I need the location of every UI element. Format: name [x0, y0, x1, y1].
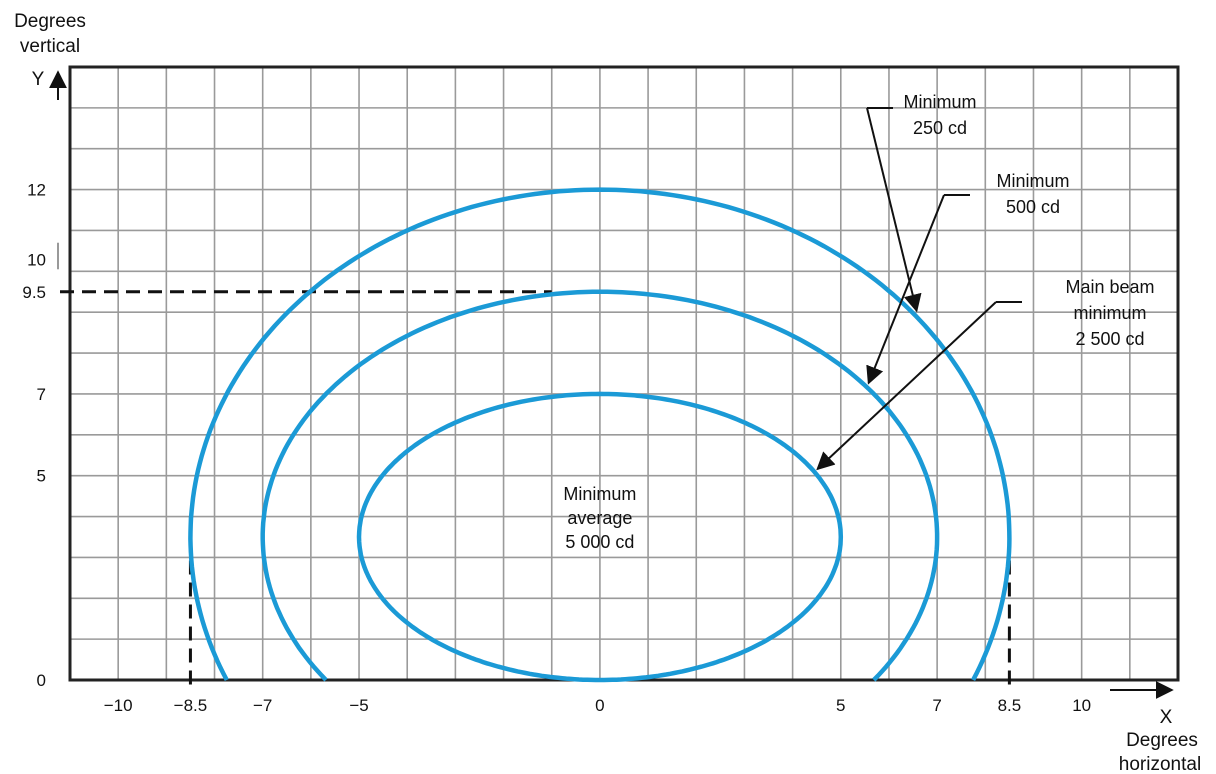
- label-min-500-line-2: 500 cd: [1006, 197, 1060, 217]
- x-tick-label: 0: [595, 696, 604, 715]
- x-tick-label: −10: [104, 696, 133, 715]
- y-axis-title-line-1: Degrees: [14, 11, 86, 32]
- y-tick-labels: 0 5 7 9.5 10 12: [22, 181, 46, 690]
- contour-min-250: [188, 187, 1012, 682]
- leader-min-500: [866, 194, 945, 385]
- x-axis-letter: X: [1160, 707, 1173, 728]
- x-axis-title-line-2: horizontal: [1119, 754, 1201, 774]
- contour-min-500: [260, 289, 940, 682]
- center-label-line-1: Minimum: [563, 484, 636, 504]
- x-tick-label: 8.5: [998, 696, 1022, 715]
- x-axis-title-line-1: Degrees: [1126, 730, 1198, 751]
- annotation-labels: Minimum 250 cd Minimum 500 cd Main beam minim…: [563, 92, 1154, 552]
- label-min-500-line-1: Minimum: [996, 171, 1069, 191]
- axis-arrows: [49, 70, 1174, 699]
- x-tick-label: −5: [349, 696, 368, 715]
- y-tick-label: 9.5: [22, 283, 46, 302]
- x-tick-labels: −10 −8.5 −7 −5 0 5 7 8.5 10: [104, 696, 1091, 715]
- y-tick-label: 10: [27, 250, 46, 269]
- label-main-beam-line-1: Main beam: [1065, 277, 1154, 297]
- y-tick-label: 5: [37, 467, 46, 486]
- contour-main-beam: [356, 391, 844, 683]
- y-axis-title-line-2: vertical: [20, 36, 80, 57]
- y-axis-letter: Y: [32, 69, 45, 90]
- label-min-250-line-1: Minimum: [903, 92, 976, 112]
- x-tick-label: 7: [932, 696, 941, 715]
- leader-min-250: [866, 107, 922, 313]
- leader-main-beam: [816, 301, 997, 471]
- x-tick-label: −7: [253, 696, 272, 715]
- y-tick-label: 7: [37, 385, 46, 404]
- x-tick-label: −8.5: [174, 696, 208, 715]
- label-min-250-line-2: 250 cd: [913, 118, 967, 138]
- annotation-arrows: [816, 107, 1022, 471]
- label-main-beam-line-2: minimum: [1073, 303, 1146, 323]
- center-label-line-2: average: [567, 508, 632, 528]
- y-tick-label: 0: [37, 671, 46, 690]
- x-tick-label: 5: [836, 696, 845, 715]
- contour-curves: [188, 187, 1012, 683]
- x-tick-label: 10: [1072, 696, 1091, 715]
- center-label-line-3: 5 000 cd: [565, 532, 634, 552]
- label-main-beam-line-3: 2 500 cd: [1075, 329, 1144, 349]
- y-tick-label: 12: [27, 181, 46, 200]
